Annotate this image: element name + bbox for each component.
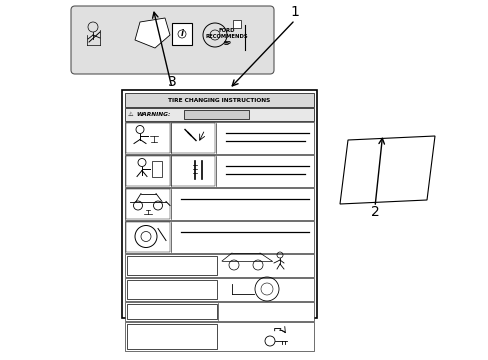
Bar	[125, 155, 313, 187]
Bar	[125, 254, 313, 277]
Bar	[127, 256, 217, 275]
Text: i: i	[180, 30, 183, 39]
Text: TIRE CHANGING INSTRUCTIONS: TIRE CHANGING INSTRUCTIONS	[168, 98, 270, 103]
Text: 1: 1	[290, 5, 299, 19]
Bar	[125, 221, 313, 253]
Text: FORD
RECOMMENDS
BP: FORD RECOMMENDS BP	[205, 28, 248, 46]
Polygon shape	[339, 136, 434, 204]
Bar	[126, 156, 170, 186]
Bar	[126, 123, 170, 153]
Bar	[171, 123, 215, 153]
Bar	[127, 280, 217, 299]
Text: WARNING:: WARNING:	[136, 112, 170, 117]
Bar	[125, 188, 313, 220]
Bar	[125, 108, 313, 121]
Bar	[125, 93, 313, 107]
Bar	[125, 278, 313, 301]
Bar	[126, 189, 170, 219]
Bar	[126, 222, 170, 252]
Bar	[171, 156, 215, 186]
Text: 2: 2	[370, 205, 379, 219]
Bar	[172, 23, 192, 45]
Bar	[127, 304, 217, 319]
Bar	[125, 322, 313, 351]
Bar	[122, 90, 316, 318]
Bar	[183, 110, 248, 119]
Bar	[232, 20, 241, 28]
Text: 3: 3	[167, 75, 176, 89]
Bar	[127, 324, 217, 349]
Bar	[152, 161, 162, 176]
Bar	[125, 122, 313, 154]
Bar	[125, 302, 313, 321]
Text: ⚠: ⚠	[128, 112, 133, 117]
Polygon shape	[135, 18, 170, 48]
Text: ⌐: ⌐	[272, 326, 281, 336]
FancyBboxPatch shape	[71, 6, 273, 74]
